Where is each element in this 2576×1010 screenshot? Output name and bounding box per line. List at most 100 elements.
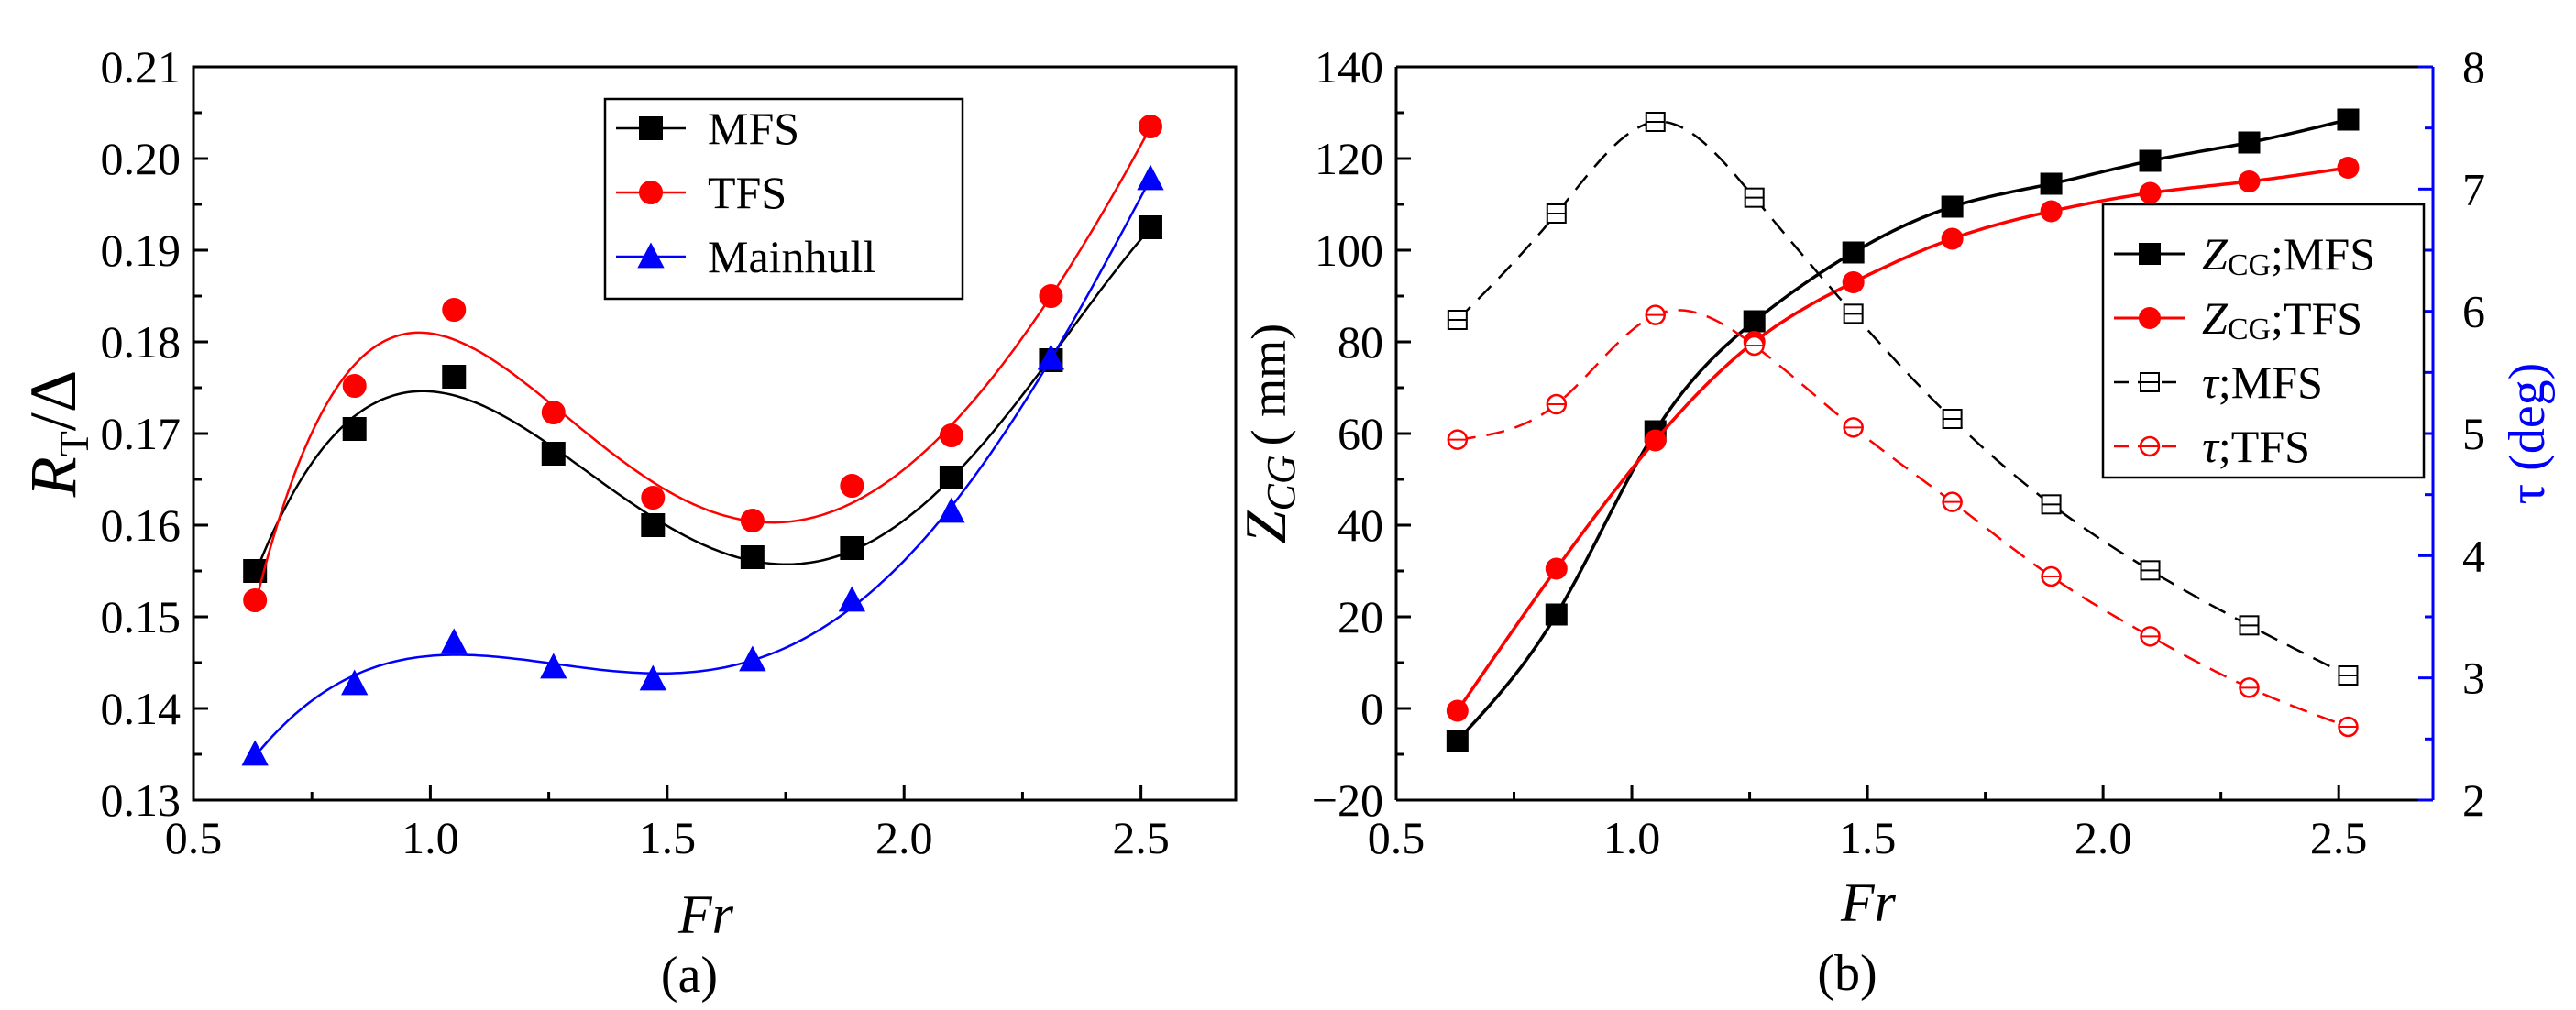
panel-a-x-tick-label: 1.0 xyxy=(402,812,459,863)
panel-a-tfs-point xyxy=(1039,284,1063,308)
panel-a-ylabel-main: R xyxy=(17,456,90,498)
panel-a-y-tick-label: 0.16 xyxy=(101,500,182,551)
panel-a-tfs-point xyxy=(342,374,367,398)
panel-b-series-0-point xyxy=(1545,603,1568,626)
panel-b-y-right-label: τ (deg) xyxy=(2499,363,2556,505)
panel-b-series-1-point xyxy=(1446,699,1469,722)
panel-a-y-tick-label: 0.17 xyxy=(101,408,182,459)
panel-b-ylabel-sub: CG xyxy=(1259,455,1304,510)
panel-b-y-left-tick-label: 80 xyxy=(1338,316,1383,368)
panel-b-x-tick-label: 2.0 xyxy=(2075,812,2132,863)
panel-b-y-left-tick-label: −20 xyxy=(1312,774,1383,826)
panel-a-tfs-point xyxy=(840,474,864,498)
panel-b-series-1-line xyxy=(1456,166,2349,712)
panel-a-x-tick-label: 2.5 xyxy=(1112,812,1170,863)
panel-a-mainhull-point xyxy=(241,740,269,766)
panel-b-chart: 0.5 1.0 1.5 2.0 2.5 −20 0 20 40 60 80 100 120 140 2 3… xyxy=(1233,41,2556,1002)
panel-b-y-ticks-right: 2 3 4 5 6 7 8 xyxy=(2418,41,2485,826)
panel-a-mfs-point xyxy=(541,442,566,466)
panel-b-legend-label-0: ZCG;MFS xyxy=(2202,228,2375,282)
panel-b-series-1-point xyxy=(1842,271,1865,293)
panel-b-series-1-point xyxy=(1545,557,1568,580)
panel-a-tfs-point xyxy=(243,588,268,612)
panel-b-series-0-point xyxy=(1743,310,1766,333)
panel-b-series-3-line xyxy=(1457,309,2349,729)
panel-a-mfs-point xyxy=(442,365,467,389)
panel-b-y-left-tick-label: 0 xyxy=(1360,683,1383,734)
panel-b-y-right-tick-label: 7 xyxy=(2462,163,2485,214)
panel-a-ylabel-sub: T xyxy=(50,431,97,456)
panel-a-plot-area xyxy=(241,115,1164,766)
panel-b-series-1-point xyxy=(2040,200,2063,223)
panel-b-y-ticks-left: −20 0 20 40 60 80 100 120 140 xyxy=(1312,41,1411,826)
panel-b-series-1-point xyxy=(2337,157,2360,179)
panel-a-legend-box xyxy=(603,97,964,301)
panel-a-y-tick-label: 0.19 xyxy=(101,225,182,276)
panel-a-mainhull-point xyxy=(938,497,965,523)
panel-a-tfs-point xyxy=(740,509,765,532)
panel-b-y-left-tick-label: 20 xyxy=(1338,591,1383,642)
panel-a-y-ticks: 0.13 0.14 0.15 0.16 0.17 0.18 0.19 0.20 0.21 xyxy=(101,41,208,826)
panel-a-y-tick-label: 0.18 xyxy=(101,316,182,368)
panel-b-series-0-point xyxy=(1941,195,1964,218)
panel-b-series-0-point xyxy=(2139,149,2162,172)
panel-a-legend: MFS TFS Mainhull xyxy=(603,97,964,301)
panel-a-y-tick-label: 0.20 xyxy=(101,133,182,184)
panel-b-legend-label-2: τ;MFS xyxy=(2202,357,2323,408)
panel-b-y-left-label: ZCG ( mm) xyxy=(1233,324,1304,543)
panel-a-tfs-point xyxy=(541,401,566,424)
panel-b-y-right-tick-label: 3 xyxy=(2462,653,2485,704)
panel-a-x-ticks: 0.5 1.0 1.5 2.0 2.5 xyxy=(165,785,1170,863)
panel-b-legend-marker-1 xyxy=(2139,307,2161,329)
panel-b-series-1-point xyxy=(2238,170,2261,192)
panel-a-y-tick-label: 0.15 xyxy=(101,591,182,642)
panel-b-ylabel-main: Z xyxy=(1233,510,1298,543)
panel-a-mainhull-point xyxy=(1137,164,1164,191)
panel-a-mainhull-point xyxy=(739,645,766,672)
panel-a-mainhull-point xyxy=(540,653,567,679)
panel-a-mfs-point xyxy=(342,417,367,441)
panel-a-x-tick-label: 2.0 xyxy=(875,812,933,863)
panel-a-mfs-point xyxy=(840,536,864,560)
panel-b-y-right-tick-label: 6 xyxy=(2462,286,2485,337)
panel-a-legend-marker-mainhull xyxy=(637,242,665,269)
panel-a-legend-label-mfs: MFS xyxy=(708,103,799,154)
panel-b-legend: ZCG;MFS ZCG;TFS τ;MFS τ;TFS xyxy=(2101,203,2426,479)
panel-a-tfs-point xyxy=(641,486,666,510)
panel-a-mainhull-point xyxy=(639,664,666,691)
panel-b-x-tick-label: 2.5 xyxy=(2310,812,2368,863)
panel-a-x-axis-label: Fr xyxy=(677,884,734,945)
panel-b-x-tick-label: 1.5 xyxy=(1839,812,1897,863)
panel-a-y-axis-label: RT/Δ xyxy=(17,370,97,498)
panel-b-x-tick-label: 1.0 xyxy=(1603,812,1661,863)
panel-b-caption: (b) xyxy=(1817,945,1877,1002)
panel-b-series-0-point xyxy=(2238,131,2261,154)
panel-a-legend-label-tfs: TFS xyxy=(708,167,787,218)
panel-a-legend-label-mainhull: Mainhull xyxy=(708,231,875,282)
panel-b-series-0-line xyxy=(1456,117,2349,742)
panel-a-ylabel-tail: /Δ xyxy=(17,370,90,431)
panel-b-y-right-tick-label: 4 xyxy=(2462,530,2485,581)
panel-b-y-left-tick-label: 140 xyxy=(1315,41,1383,93)
panel-b-series-0-point xyxy=(2337,108,2360,131)
panel-b-series-0-point xyxy=(2040,172,2063,195)
panel-a-y-tick-label: 0.14 xyxy=(101,683,182,734)
panel-b-series-0-point xyxy=(1842,241,1865,264)
panel-a-tfs-point xyxy=(442,298,467,322)
panel-b-series-1-point xyxy=(1644,429,1667,452)
panel-a-mfs-point xyxy=(1138,215,1162,239)
panel-b-legend-label-3: τ;TFS xyxy=(2202,421,2310,472)
panel-a-x-tick-label: 0.5 xyxy=(165,812,223,863)
panel-b-x-ticks: 0.5 1.0 1.5 2.0 2.5 xyxy=(1368,785,2368,863)
panel-a-x-tick-label: 1.5 xyxy=(639,812,697,863)
panel-b-y-right-tick-label: 5 xyxy=(2462,408,2485,459)
panel-a-series-mfs-line xyxy=(254,227,1151,575)
panel-a-y-tick-label: 0.21 xyxy=(101,41,182,93)
panel-a-mainhull-point xyxy=(1037,344,1065,370)
panel-a-y-tick-label: 0.13 xyxy=(101,774,182,826)
panel-a-legend-marker-tfs xyxy=(639,181,663,204)
panel-a-legend-marker-mfs xyxy=(639,116,663,140)
panel-b-legend-label-1: ZCG;TFS xyxy=(2202,292,2362,346)
panel-a-mfs-point xyxy=(641,513,666,537)
